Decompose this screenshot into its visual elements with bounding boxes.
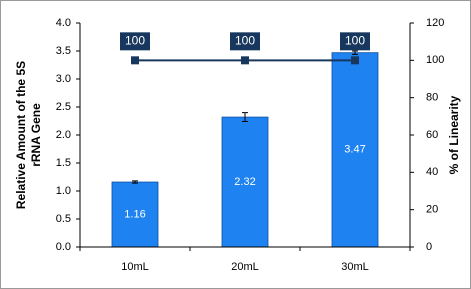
- y-tick-label: 2.5: [56, 101, 71, 113]
- y-tick-label: 3.5: [56, 45, 71, 57]
- error-bar: [352, 50, 358, 55]
- y-tick-label: 3.0: [56, 73, 71, 85]
- error-bar: [132, 180, 138, 184]
- y2-tick-label: 0: [426, 241, 432, 253]
- line-marker: [131, 56, 139, 65]
- line-label-box: [120, 32, 150, 51]
- y2-tick-label: 60: [426, 129, 438, 141]
- y2-tick-label: 80: [426, 92, 438, 104]
- bar: [221, 116, 269, 248]
- line-label-box: [340, 32, 370, 51]
- line-label-box: [230, 32, 260, 51]
- y2-tick-label: 120: [426, 17, 444, 29]
- y-axis-title: rRNA Gene: [29, 103, 43, 167]
- x-tick-label: 30mL: [341, 261, 369, 273]
- x-tick-label: 20mL: [231, 261, 259, 273]
- y2-tick-label: 100: [426, 54, 444, 66]
- line-value-label: 100: [345, 34, 365, 48]
- error-bar: [242, 112, 248, 123]
- y2-tick-label: 20: [426, 204, 438, 216]
- y-tick-label: 1.5: [56, 157, 71, 169]
- bar-value-label: 3.47: [344, 144, 365, 156]
- y-tick-label: 0.5: [56, 213, 71, 225]
- y-axis-title: Relative Amount of the 5S: [14, 61, 28, 209]
- line-value-label: 100: [235, 34, 255, 48]
- line-marker: [241, 56, 249, 65]
- line-value-label: 100: [125, 34, 145, 48]
- bar-value-label: 2.32: [234, 176, 255, 188]
- x-tick-label: 10mL: [121, 261, 149, 273]
- y-tick-label: 0.0: [56, 241, 71, 253]
- y2-tick-label: 40: [426, 166, 438, 178]
- y-tick-label: 1.0: [56, 185, 71, 197]
- y2-axis-title: % of Linearity: [447, 95, 461, 174]
- bar-value-label: 1.16: [124, 208, 145, 220]
- line-marker: [351, 56, 359, 65]
- y-tick-label: 4.0: [56, 17, 71, 29]
- y-tick-label: 2.0: [56, 129, 71, 141]
